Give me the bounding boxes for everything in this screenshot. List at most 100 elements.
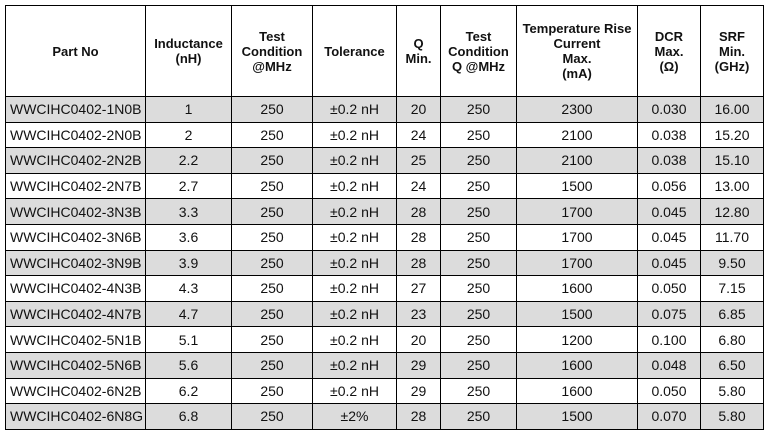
cell: 250: [440, 198, 517, 225]
cell: ±0.2 nH: [312, 172, 397, 200]
cell: 0.038: [637, 121, 701, 149]
table-row: WWCIHC0402-3N9B 3.9 250 ±0.2 nH 28 250 1700 0.0…: [5, 249, 764, 277]
cell: 0.045: [637, 249, 701, 277]
cell: 250: [440, 223, 517, 251]
cell: 2.7: [145, 172, 232, 200]
table-row: WWCIHC0402-6N2B 6.2 250 ±0.2 nH 29 250 1600 0.0…: [5, 377, 764, 405]
header-cell: Test Condition Q @MHz: [440, 5, 517, 97]
cell: 6.85: [700, 300, 764, 328]
header-line: Condition: [448, 43, 509, 59]
cell: 250: [231, 351, 313, 379]
cell: 6.2: [145, 377, 232, 405]
cell: 0.050: [637, 275, 701, 302]
part-number: WWCIHC0402-1N0B: [5, 96, 146, 123]
cell: 24: [396, 172, 441, 200]
header-line: Max.: [562, 51, 592, 66]
cell: 1500: [516, 403, 638, 430]
cell: ±2%: [312, 403, 397, 430]
cell: 6.8: [145, 403, 232, 430]
table-wrap: Part No Inductance (nH) Test Condition @MHz To…: [5, 5, 764, 430]
header-cell: SRF Min. (GHz): [700, 5, 764, 97]
table-row: WWCIHC0402-5N1B 5.1 250 ±0.2 nH 20 250 1200 0.1…: [5, 326, 764, 353]
cell: 250: [231, 377, 313, 405]
cell: 2100: [516, 147, 638, 174]
cell: 29: [396, 377, 441, 405]
cell: 11.70: [700, 223, 764, 251]
header-line: Test: [465, 28, 492, 44]
cell: 29: [396, 351, 441, 379]
cell: 250: [231, 96, 313, 123]
header-line: Inductance: [154, 36, 223, 51]
cell: 16.00: [700, 96, 764, 123]
cell: 250: [440, 326, 517, 353]
cell: 13.00: [700, 172, 764, 200]
cell: 4.3: [145, 275, 232, 302]
cell: 250: [440, 403, 517, 430]
cell: 6.80: [700, 326, 764, 353]
header-cell: Part No: [5, 5, 146, 97]
table-row: WWCIHC0402-4N7B 4.7 250 ±0.2 nH 23 250 1500 0.0…: [5, 300, 764, 328]
cell: 250: [440, 351, 517, 379]
cell: 20: [396, 96, 441, 123]
cell: ±0.2 nH: [312, 300, 397, 328]
cell: 1700: [516, 198, 638, 225]
header-cell: Temperature Rise Current Max. (mA): [516, 5, 638, 97]
header-cell: Test Condition @MHz: [231, 5, 313, 97]
header-line: (Ω): [659, 58, 679, 74]
cell: 9.50: [700, 249, 764, 277]
header-line: Temperature Rise: [522, 21, 632, 36]
header-line: Min.: [405, 51, 432, 66]
cell: 1200: [516, 326, 638, 353]
cell: 1500: [516, 300, 638, 328]
cell: 2100: [516, 121, 638, 149]
header-line: Test: [259, 28, 285, 44]
header-line: Q: [413, 36, 424, 51]
cell: ±0.2 nH: [312, 223, 397, 251]
cell: 0.056: [637, 172, 701, 200]
cell: 28: [396, 223, 441, 251]
cell: ±0.2 nH: [312, 275, 397, 302]
cell: 5.1: [145, 326, 232, 353]
cell: 1700: [516, 223, 638, 251]
cell: ±0.2 nH: [312, 377, 397, 405]
part-number: WWCIHC0402-3N9B: [5, 249, 146, 277]
part-number: WWCIHC0402-4N3B: [5, 275, 146, 302]
part-number: WWCIHC0402-6N8G: [5, 403, 146, 430]
cell: 250: [231, 326, 313, 353]
table-row: WWCIHC0402-3N3B 3.3 250 ±0.2 nH 28 250 1700 0.0…: [5, 198, 764, 225]
spec-table: Part No Inductance (nH) Test Condition @MHz To…: [5, 5, 764, 430]
cell: 28: [396, 403, 441, 430]
table-row: WWCIHC0402-3N6B 3.6 250 ±0.2 nH 28 250 1700 0.0…: [5, 223, 764, 251]
cell: 5.80: [700, 377, 764, 405]
part-number: WWCIHC0402-2N7B: [5, 172, 146, 200]
table-row: WWCIHC0402-2N0B 2 250 ±0.2 nH 24 250 2100 0.038…: [5, 121, 764, 149]
cell: 0.038: [637, 147, 701, 174]
cell: 15.20: [700, 121, 764, 149]
cell: 1500: [516, 172, 638, 200]
cell: 2: [145, 121, 232, 149]
header-cell: Inductance (nH): [145, 5, 232, 97]
cell: 25: [396, 147, 441, 174]
cell: 0.045: [637, 223, 701, 251]
cell: 250: [440, 377, 517, 405]
cell: 1700: [516, 249, 638, 277]
header-line: Current: [553, 36, 601, 51]
cell: 250: [231, 172, 313, 200]
cell: 5.80: [700, 403, 764, 430]
cell: 250: [440, 300, 517, 328]
cell: 0.045: [637, 198, 701, 225]
cell: ±0.2 nH: [312, 147, 397, 174]
header-row: Part No Inductance (nH) Test Condition @MHz To…: [5, 5, 764, 97]
cell: 7.15: [700, 275, 764, 302]
cell: 250: [440, 96, 517, 123]
table-row: WWCIHC0402-6N8G 6.8 250 ±2% 28 250 1500 0.070 5.…: [5, 403, 764, 430]
header-line: Part No: [52, 43, 99, 59]
header-cell: Tolerance: [312, 5, 397, 97]
cell: 3.3: [145, 198, 232, 225]
cell: 0.070: [637, 403, 701, 430]
header-line: Max.: [654, 43, 684, 59]
part-number: WWCIHC0402-3N6B: [5, 223, 146, 251]
header-cell: Q Min.: [396, 5, 441, 97]
cell: 0.075: [637, 300, 701, 328]
cell: 250: [440, 249, 517, 277]
